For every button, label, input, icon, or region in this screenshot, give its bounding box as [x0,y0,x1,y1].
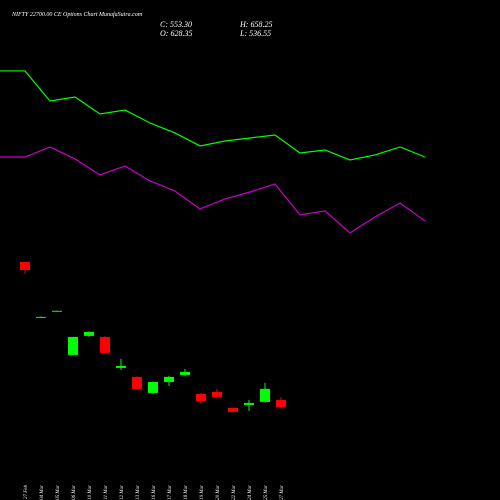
x-tick-label: 25 Mar [264,485,269,500]
candle-body [52,310,62,312]
x-tick-label: 06 Mar [72,485,77,500]
x-tick-label: 27 Feb [24,485,29,500]
candle-body [260,388,270,402]
candle-body [180,371,190,375]
candle-body [68,336,78,355]
x-tick-label: 27 Mar [280,485,285,500]
candle-body [244,402,254,405]
x-tick-label: 12 Mar [120,485,125,500]
x-tick-label: 04 Mar [40,485,45,500]
indicator-line [0,146,426,234]
x-tick-label: 13 Mar [136,485,141,500]
candle-body [196,393,206,401]
candle-body [132,376,142,389]
candle-body [20,261,30,270]
x-tick-label: 10 Mar [88,485,93,500]
candle-body [164,376,174,382]
x-tick-label: 20 Mar [216,485,221,500]
x-tick-label: 24 Mar [248,485,253,500]
x-tick-label: 17 Mar [168,485,173,500]
candle-body [100,336,110,353]
indicator-line [0,70,426,161]
candle-body [212,391,222,397]
candle-body [36,316,46,318]
x-tick-label: 19 Mar [200,485,205,500]
chart-title: NIFTY 22700.00 CE Options Chart MunafaSu… [11,11,143,18]
x-tick-label: 16 Mar [152,485,157,500]
candle-body [228,407,238,412]
x-tick-label: 05 Mar [56,485,61,500]
info-high: H: 658.25 [239,20,272,29]
candle-body [84,331,94,336]
info-close: C: 553.30 [160,20,192,29]
candle-body [276,399,286,407]
info-open: O: 628.35 [160,29,192,38]
candle-body [148,381,158,393]
x-tick-label: 11 Mar [104,485,109,500]
x-tick-label: 18 Mar [184,485,189,500]
x-tick-label: 22 Mar [232,485,237,500]
candle-body [116,365,126,368]
info-low: L: 536.55 [239,29,271,38]
